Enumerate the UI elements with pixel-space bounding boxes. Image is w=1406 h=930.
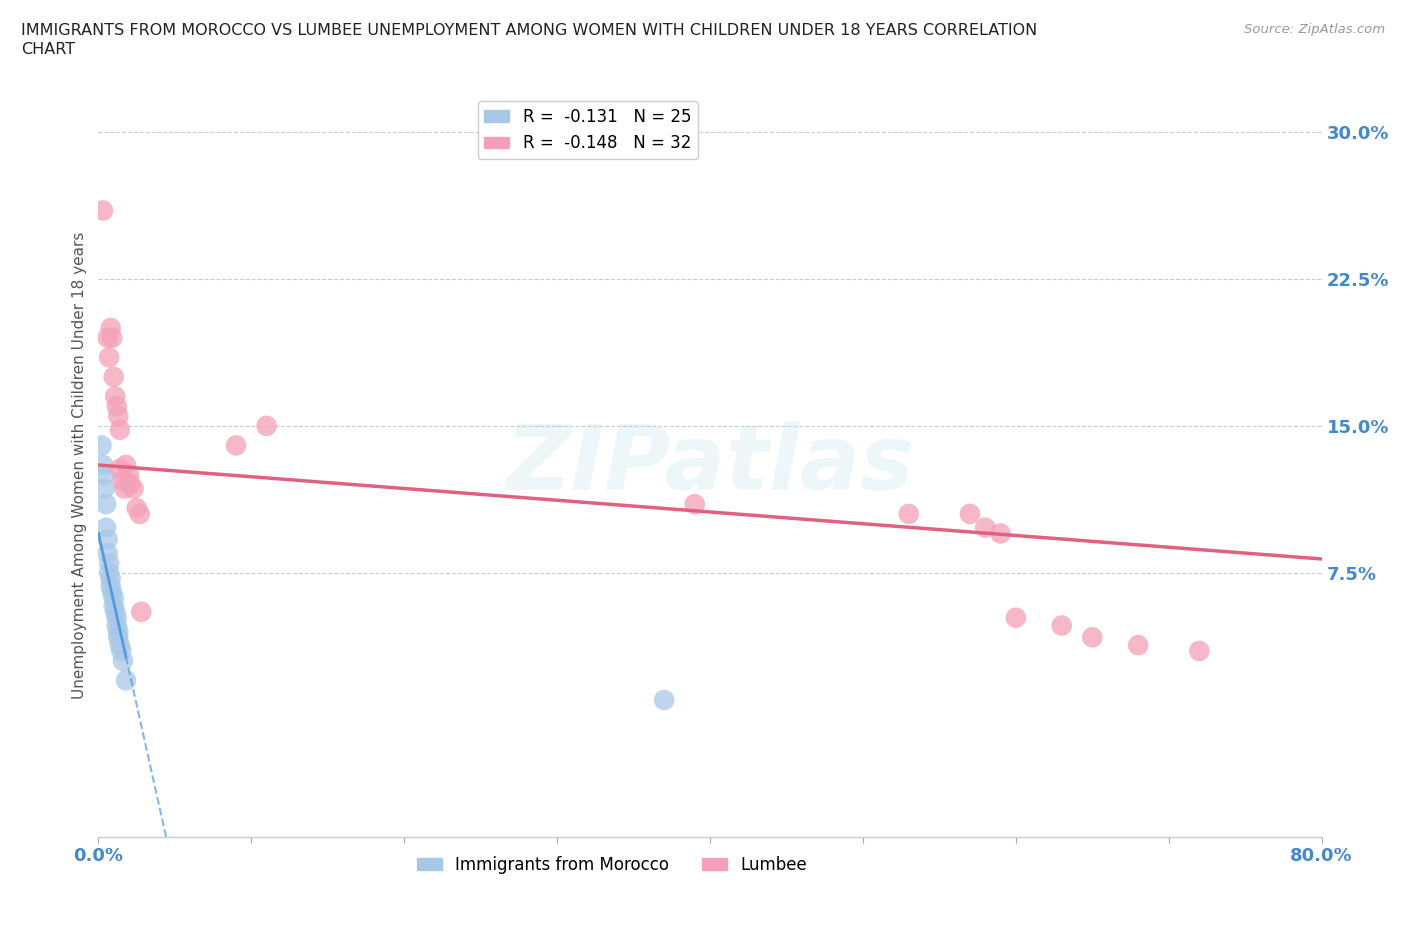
Point [122,481,145,496]
Point [897,507,920,522]
Point [105,618,128,633]
Point [118,468,141,483]
Text: ZIPatlas: ZIPatlas [506,421,914,509]
Point [97,330,120,345]
Point [128,507,150,522]
Point [104,604,127,619]
Point [1188,644,1211,658]
Text: Source: ZipAtlas.com: Source: ZipAtlas.com [1244,23,1385,36]
Point [100,579,122,594]
Legend: Immigrants from Morocco, Lumbee: Immigrants from Morocco, Lumbee [411,849,814,881]
Point [94,520,117,535]
Point [1128,638,1150,653]
Point [100,321,122,336]
Point [110,644,132,658]
Point [990,526,1012,541]
Point [103,599,125,614]
Point [974,520,997,535]
Point [125,500,148,515]
Point [120,477,142,492]
Point [107,624,129,639]
Point [1081,630,1104,644]
Text: CHART: CHART [21,42,75,57]
Point [103,591,125,605]
Point [100,571,122,586]
Point [225,438,247,453]
Point [94,497,117,512]
Point [91,458,114,472]
Point [101,330,124,345]
Text: IMMIGRANTS FROM MOROCCO VS LUMBEE UNEMPLOYMENT AMONG WOMEN WITH CHILDREN UNDER 1: IMMIGRANTS FROM MOROCCO VS LUMBEE UNEMPL… [21,23,1038,38]
Y-axis label: Unemployment Among Women with Children Under 18 years: Unemployment Among Women with Children U… [72,232,87,698]
Point [104,389,127,404]
Point [103,369,125,384]
Point [111,473,134,488]
Point [1004,610,1026,625]
Point [93,468,115,483]
Point [98,555,121,570]
Point [108,638,131,653]
Point [93,481,115,496]
Point [959,507,981,522]
Point [97,532,120,547]
Point [107,630,129,644]
Point [90,438,112,453]
Point [107,408,129,423]
Point [112,481,135,496]
Point [111,654,134,669]
Point [115,673,138,688]
Point [108,461,131,476]
Point [683,497,706,512]
Point [256,418,278,433]
Point [115,458,138,472]
Point [1050,618,1073,633]
Point [101,585,124,600]
Point [105,399,128,414]
Point [91,203,114,218]
Point [108,422,131,437]
Point [129,604,152,619]
Point [98,565,121,580]
Point [97,546,120,561]
Point [98,350,121,365]
Point [652,693,675,708]
Point [105,610,128,625]
